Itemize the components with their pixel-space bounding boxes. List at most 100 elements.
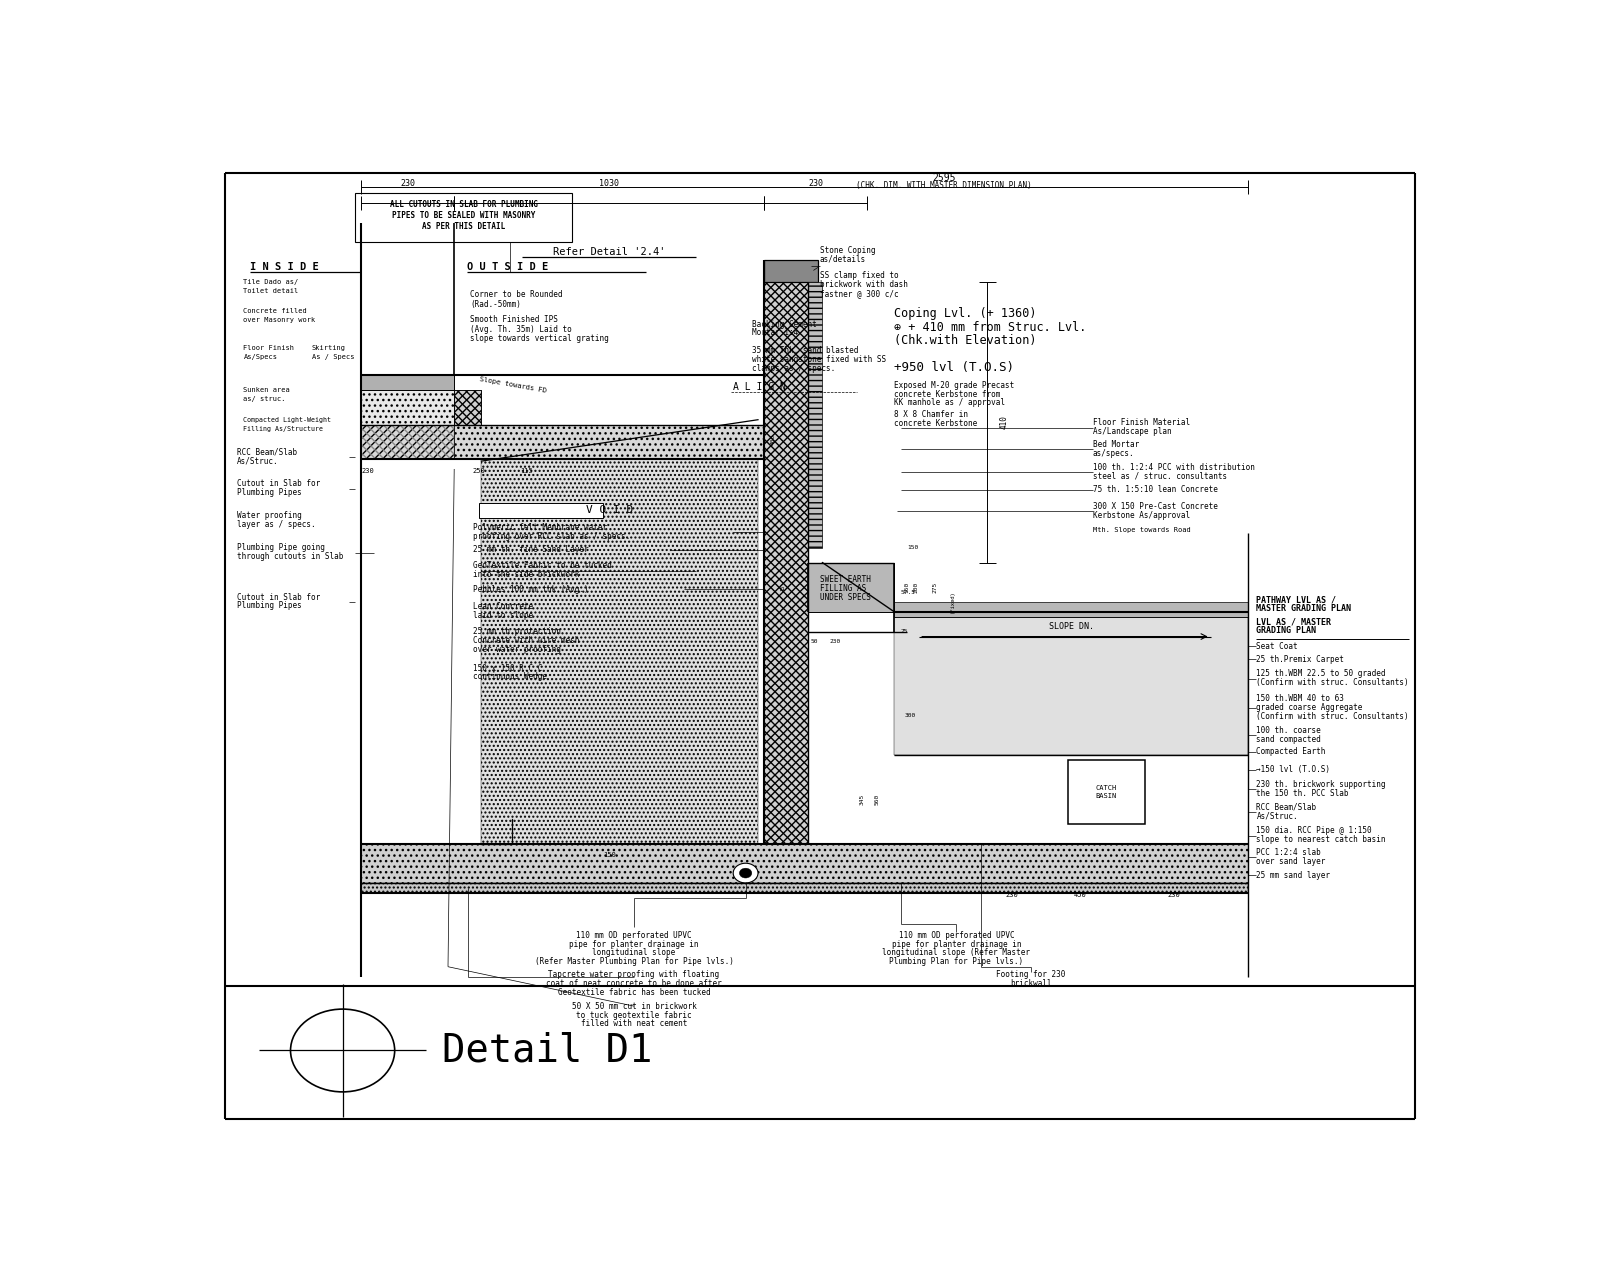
Circle shape [739, 868, 752, 878]
Text: Coping Lvl. (+ 1360): Coping Lvl. (+ 1360) [894, 307, 1037, 320]
Text: 25 mm sand layer: 25 mm sand layer [1256, 870, 1331, 879]
Text: 75: 75 [901, 628, 909, 634]
Text: Water proofing: Water proofing [237, 511, 302, 520]
Text: RCC Beam/Slab: RCC Beam/Slab [1256, 803, 1317, 812]
Text: Concrete filled: Concrete filled [243, 308, 307, 315]
Text: 230: 230 [362, 468, 374, 474]
Text: PATHWAY LVL AS /: PATHWAY LVL AS / [1256, 595, 1336, 604]
Text: clamps as / specs.: clamps as / specs. [752, 364, 835, 372]
Bar [362, 844, 1248, 883]
Text: (CHK. DIM. WITH MASTER DIMENSION PLAN): (CHK. DIM. WITH MASTER DIMENSION PLAN) [856, 180, 1032, 189]
Text: 400: 400 [771, 434, 776, 445]
Text: ⊕ + 410 mm from Struc. Lvl.: ⊕ + 410 mm from Struc. Lvl. [894, 320, 1086, 334]
Circle shape [733, 863, 758, 883]
Text: Backing Cement: Backing Cement [752, 320, 816, 329]
Text: Compacted Light-Weight: Compacted Light-Weight [243, 417, 331, 422]
Text: 150 th.WBM 40 to 63: 150 th.WBM 40 to 63 [1256, 694, 1344, 703]
Text: 1030: 1030 [600, 179, 619, 188]
Text: Concrete with wire mesh: Concrete with wire mesh [474, 636, 579, 645]
Text: Cutout in Slab for: Cutout in Slab for [237, 593, 320, 602]
Text: FILLING AS: FILLING AS [819, 584, 866, 593]
Text: Seat Coat: Seat Coat [1256, 641, 1298, 652]
Text: 57.5: 57.5 [901, 590, 915, 595]
Text: O U T S I D E: O U T S I D E [467, 262, 547, 271]
Text: GeoTextile Fabric to be tucked: GeoTextile Fabric to be tucked [474, 561, 611, 570]
Text: 110 mm OD perforated UPVC: 110 mm OD perforated UPVC [576, 931, 691, 940]
Text: concrete Kerbstone from: concrete Kerbstone from [894, 389, 1000, 398]
Text: laid to slope: laid to slope [474, 612, 533, 621]
Text: Cutout in Slab for: Cutout in Slab for [237, 479, 320, 488]
Text: A L I G N: A L I G N [733, 383, 786, 392]
Text: 50 X 50 mm cut in brickwork: 50 X 50 mm cut in brickwork [571, 1002, 696, 1011]
Text: 150 x 150 R.C.C: 150 x 150 R.C.C [474, 663, 542, 672]
Text: 230: 230 [400, 179, 416, 188]
Text: slope towards vertical grating: slope towards vertical grating [470, 334, 610, 343]
Text: 230: 230 [830, 639, 842, 644]
Bar [765, 282, 808, 844]
Circle shape [291, 1009, 395, 1092]
Text: KK manhole as / approval: KK manhole as / approval [894, 398, 1005, 407]
Text: sand compacted: sand compacted [1256, 735, 1322, 744]
Text: Tapcrete water proofing with floating: Tapcrete water proofing with floating [549, 970, 720, 979]
Text: SLOPE DN.: SLOPE DN. [1048, 622, 1094, 631]
Text: 410: 410 [1000, 415, 1010, 429]
Bar [362, 425, 454, 460]
Text: As/Landscape plan: As/Landscape plan [1093, 428, 1171, 436]
Text: (Chk.with Elevation): (Chk.with Elevation) [894, 334, 1037, 347]
Text: Bed Mortar: Bed Mortar [1093, 440, 1139, 449]
Text: 230 th. brickwork supporting: 230 th. brickwork supporting [1256, 780, 1386, 788]
Text: 230: 230 [1006, 892, 1019, 897]
Text: Corner to be Rounded: Corner to be Rounded [470, 291, 563, 300]
Text: graded coarse Aggregate: graded coarse Aggregate [1256, 703, 1363, 712]
Text: Compacted Earth: Compacted Earth [1256, 748, 1326, 756]
Text: Floor Finish Material: Floor Finish Material [1093, 419, 1190, 428]
Text: 200: 200 [914, 581, 918, 593]
Text: 15: 15 [781, 584, 786, 590]
Text: 75 th. 1:5:10 lean Concrete: 75 th. 1:5:10 lean Concrete [1093, 485, 1218, 494]
Text: 150: 150 [603, 852, 616, 859]
Text: GRADING PLAN: GRADING PLAN [1256, 626, 1317, 635]
Text: Slope towards FD: Slope towards FD [478, 376, 547, 394]
Text: Plumbing Pipes: Plumbing Pipes [237, 488, 302, 497]
Text: as/ struc.: as/ struc. [243, 396, 286, 402]
Text: white sandstone fixed with SS: white sandstone fixed with SS [752, 355, 886, 364]
Text: Skirting: Skirting [312, 344, 346, 351]
Text: Tile Dado as/: Tile Dado as/ [243, 279, 299, 284]
Text: ALL CUTOUTS IN SLAB FOR PLUMBING: ALL CUTOUTS IN SLAB FOR PLUMBING [390, 201, 538, 210]
Text: PIPES TO BE SEALED WITH MASONRY: PIPES TO BE SEALED WITH MASONRY [392, 211, 536, 220]
Text: (Rad.-50mm): (Rad.-50mm) [470, 300, 522, 308]
Text: proofing over RCC slab as / specs.: proofing over RCC slab as / specs. [474, 531, 630, 540]
Bar [362, 390, 454, 425]
Text: 25 th.Premix Carpet: 25 th.Premix Carpet [1256, 654, 1344, 664]
Text: As/Specs: As/Specs [243, 353, 277, 360]
Text: AS PER THIS DETAIL: AS PER THIS DETAIL [422, 221, 506, 230]
Bar [482, 460, 758, 844]
Text: Floor Finish: Floor Finish [243, 344, 294, 351]
Text: 2595: 2595 [933, 173, 955, 183]
Text: MASTER GRADING PLAN: MASTER GRADING PLAN [1256, 604, 1352, 613]
Text: the 150 th. PCC Slab: the 150 th. PCC Slab [1256, 788, 1349, 797]
Text: CATCH
BASIN: CATCH BASIN [1096, 785, 1117, 799]
Text: as/specs.: as/specs. [1093, 449, 1134, 458]
Text: over sand layer: over sand layer [1256, 856, 1326, 865]
Text: SS clamp fixed to: SS clamp fixed to [819, 271, 899, 280]
Text: 560: 560 [875, 794, 880, 805]
Text: 110 mm OD perforated UPVC: 110 mm OD perforated UPVC [899, 931, 1014, 940]
Bar [894, 602, 1248, 617]
Text: through cutouts in Slab: through cutouts in Slab [237, 552, 344, 561]
Text: As / Specs: As / Specs [312, 353, 354, 360]
Bar [478, 503, 603, 518]
Text: →150 lvl (T.O.S): →150 lvl (T.O.S) [1256, 765, 1331, 774]
Text: LVL AS / MASTER: LVL AS / MASTER [1256, 617, 1331, 626]
Bar [454, 425, 765, 460]
Text: 300 X 150 Pre-Cast Concrete: 300 X 150 Pre-Cast Concrete [1093, 502, 1218, 511]
Text: I N S I D E: I N S I D E [250, 262, 318, 271]
Text: 275: 275 [933, 581, 938, 593]
Text: 125 th.WBM 22.5 to 50 graded: 125 th.WBM 22.5 to 50 graded [1256, 669, 1386, 678]
Text: (Refer Master Plumbing Plan for Pipe lvls.): (Refer Master Plumbing Plan for Pipe lvl… [534, 957, 733, 966]
Text: 150: 150 [907, 545, 918, 550]
Text: Mortar 1:4: Mortar 1:4 [752, 329, 798, 338]
Text: continuous Wedge: continuous Wedge [474, 672, 547, 681]
Text: 25 mm th.protection: 25 mm th.protection [474, 627, 560, 636]
Text: 450: 450 [1074, 892, 1086, 897]
